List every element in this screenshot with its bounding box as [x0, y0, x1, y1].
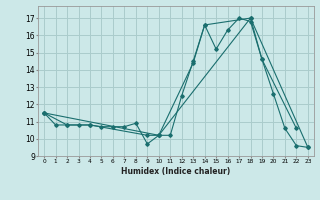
- X-axis label: Humidex (Indice chaleur): Humidex (Indice chaleur): [121, 167, 231, 176]
